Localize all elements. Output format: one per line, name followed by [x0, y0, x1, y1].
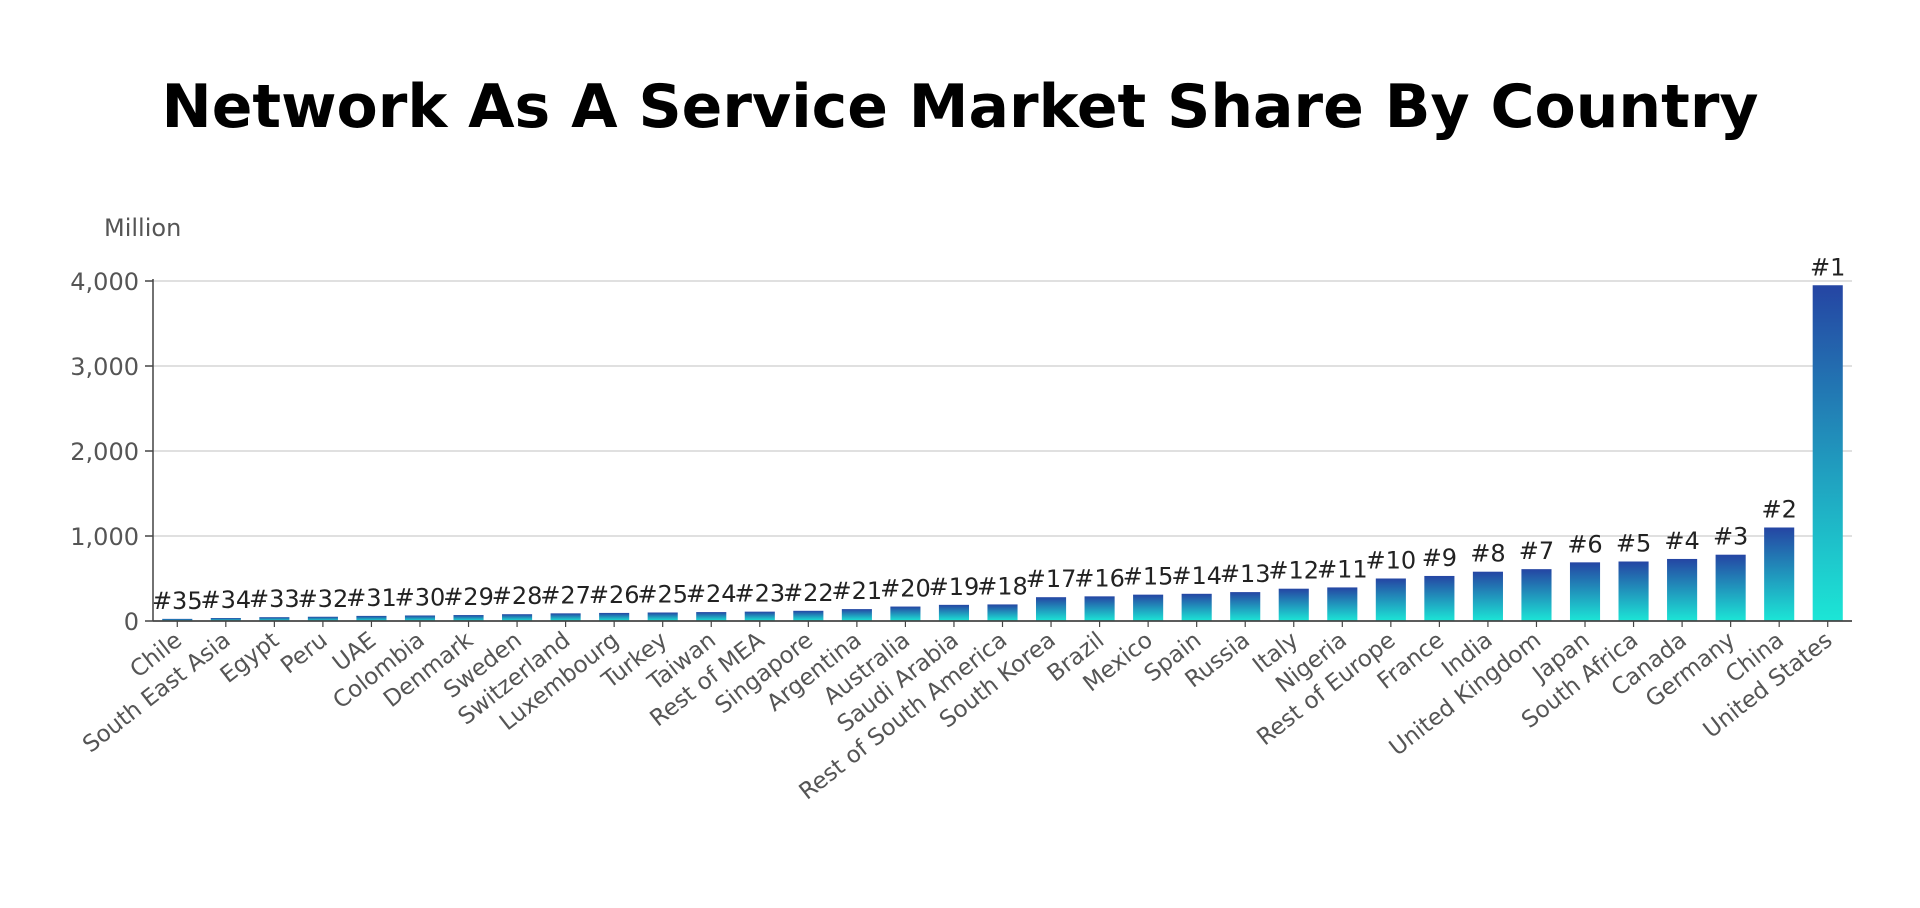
bar: [404, 615, 436, 621]
bar: [890, 606, 921, 621]
bar: [744, 611, 775, 621]
bar: [307, 616, 338, 621]
y-tick-label: 2,000: [70, 438, 139, 466]
rank-label: #28: [492, 582, 543, 610]
bar: [356, 615, 387, 621]
rank-label: #15: [1123, 563, 1174, 591]
bar: [453, 615, 484, 621]
bar: [1084, 596, 1115, 621]
rank-label: #17: [1026, 565, 1077, 593]
bar: [1569, 562, 1601, 621]
rank-label: #9: [1422, 544, 1457, 572]
y-axis-ticks: 0 1,000 2,000 3,000 4,000: [70, 268, 153, 636]
rank-label: #19: [929, 573, 980, 601]
rank-label: #24: [686, 580, 737, 608]
rank-label: #2: [1761, 496, 1796, 524]
rank-label: #23: [734, 580, 785, 608]
rank-label: #5: [1616, 530, 1651, 558]
y-tick-label: 1,000: [70, 523, 139, 551]
rank-label: #29: [443, 583, 494, 611]
rank-label: #22: [783, 579, 834, 607]
bar: [550, 613, 581, 621]
rank-label: #8: [1470, 540, 1505, 568]
bar: [647, 612, 678, 621]
rank-label: #4: [1664, 527, 1699, 555]
rank-label: #11: [1317, 555, 1368, 583]
rank-label: #7: [1519, 537, 1554, 565]
bar: [502, 614, 533, 621]
chart-title: Network As A Service Market Share By Cou…: [161, 72, 1759, 142]
bar: [259, 617, 290, 621]
bar: [1667, 558, 1698, 621]
bar: [599, 612, 630, 621]
bar: [162, 618, 193, 621]
bar: [1812, 285, 1843, 621]
bar: [841, 609, 872, 621]
bar: [938, 604, 970, 621]
y-axis-unit-label: Million: [104, 214, 181, 242]
bar: [1715, 554, 1746, 621]
y-tick-label: 3,000: [70, 353, 139, 381]
rank-label: #12: [1268, 557, 1319, 585]
rank-label: #34: [200, 586, 251, 614]
bar: [1133, 594, 1164, 621]
rank-label: #30: [395, 583, 446, 611]
y-tick-label: 4,000: [70, 268, 139, 296]
bar: [210, 618, 241, 621]
bar: [1181, 593, 1212, 621]
bar: [793, 610, 824, 621]
bar: [696, 612, 727, 621]
rank-label: #13: [1220, 560, 1271, 588]
x-tick-label: Peru: [276, 627, 332, 679]
rank-label: #3: [1713, 523, 1748, 551]
rank-label: #10: [1366, 547, 1417, 575]
bar: [1035, 597, 1067, 621]
bar: [1375, 578, 1406, 621]
axes: [152, 279, 1852, 622]
rank-label: #6: [1567, 530, 1602, 558]
rank-label: #27: [540, 581, 591, 609]
rank-label: #16: [1074, 564, 1125, 592]
rank-label: #14: [1171, 562, 1222, 590]
bar: [1472, 571, 1503, 621]
rank-label: #25: [637, 581, 688, 609]
bar: [1327, 587, 1358, 621]
bar: [1278, 588, 1309, 621]
bar: [1521, 569, 1552, 621]
bar: [1764, 527, 1795, 621]
rank-label: #32: [298, 585, 349, 613]
rank-labels: #35#34#33#32#31#30#29#28#27#26#25#24#23#…: [152, 253, 1845, 615]
rank-label: #21: [832, 577, 883, 605]
grid-lines: [153, 280, 1852, 537]
rank-label: #26: [589, 581, 640, 609]
bars: [162, 285, 1843, 621]
rank-label: #33: [249, 585, 300, 613]
y-tick-label: 0: [124, 608, 139, 636]
rank-label: #31: [346, 584, 397, 612]
bar: [1230, 592, 1261, 621]
rank-label: #18: [977, 572, 1028, 600]
rank-label: #20: [880, 575, 931, 603]
rank-label: #35: [152, 587, 203, 615]
rank-label: #1: [1810, 253, 1845, 281]
bar: [1618, 561, 1649, 621]
bar: [987, 604, 1018, 621]
bar: [1424, 575, 1455, 621]
